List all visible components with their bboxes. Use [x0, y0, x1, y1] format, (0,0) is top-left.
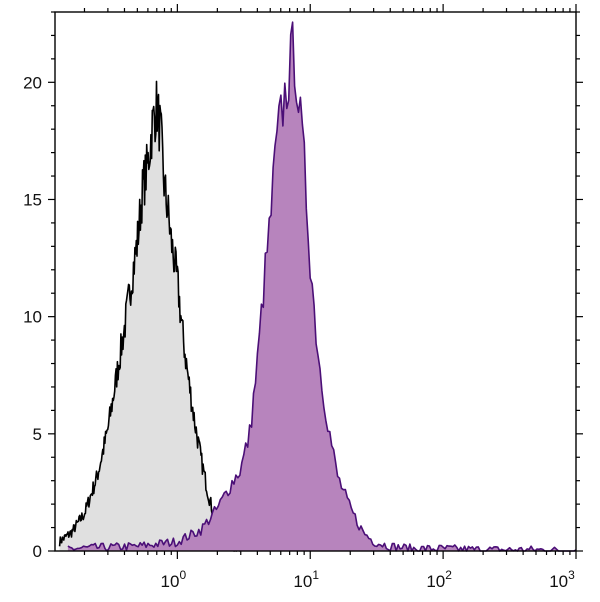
y-tick-label: 5	[33, 425, 42, 444]
series-layer	[58, 21, 577, 552]
series-1-area	[67, 22, 577, 551]
plot-frame	[54, 11, 577, 552]
series-0-line	[58, 80, 242, 552]
y-tick-label: 15	[23, 190, 42, 209]
y-tick-label: 20	[23, 73, 42, 92]
x-tick-label: 102	[426, 568, 452, 591]
y-tick-label: 0	[33, 542, 42, 561]
x-tick-label: 103	[549, 568, 575, 591]
axis-ticks	[48, 4, 583, 559]
tick-labels: 0 5 10 15 20 100 101 102 103	[23, 73, 575, 591]
x-tick-label: 101	[293, 568, 319, 591]
y-tick-label: 10	[23, 308, 42, 327]
series-0-area	[59, 81, 241, 552]
plot-border	[54, 11, 577, 552]
x-tick-label: 100	[161, 568, 187, 591]
series-1-line	[67, 21, 577, 552]
